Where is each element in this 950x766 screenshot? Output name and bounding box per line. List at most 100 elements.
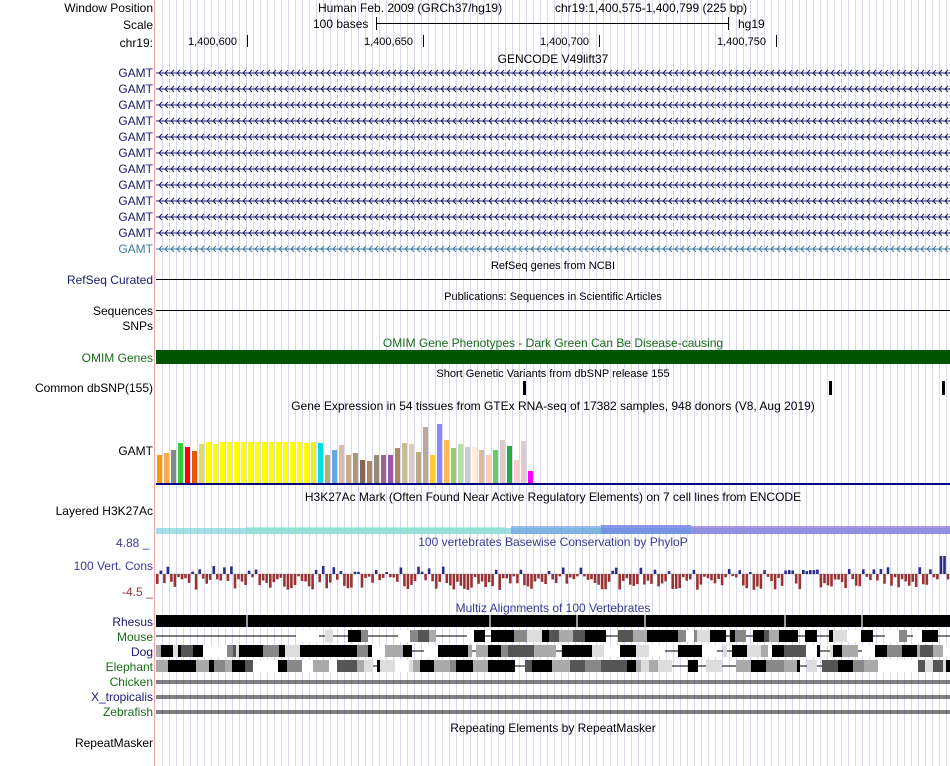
gtex-tissue-bar[interactable]: [339, 445, 344, 483]
gencode-transcript-label[interactable]: GAMT: [118, 210, 153, 224]
snp-mark[interactable]: [829, 381, 832, 395]
multiz-species-label[interactable]: Elephant: [105, 660, 153, 674]
gtex-tissue-bar[interactable]: [276, 442, 281, 483]
gtex-tissue-bar[interactable]: [444, 440, 449, 483]
gencode-transcript-line[interactable]: [156, 163, 950, 175]
gtex-tissue-bar[interactable]: [227, 442, 232, 483]
gtex-tissue-bar[interactable]: [479, 450, 484, 483]
publications-track-label[interactable]: Sequences: [92, 304, 153, 318]
gtex-tissue-bar[interactable]: [367, 461, 372, 483]
gtex-tissue-bar[interactable]: [430, 455, 435, 483]
omim-track-label[interactable]: OMIM Genes: [81, 351, 153, 365]
gencode-transcript-label[interactable]: GAMT: [118, 194, 153, 208]
multiz-alignment[interactable]: [156, 614, 950, 720]
gtex-tissue-bar[interactable]: [157, 455, 162, 483]
gencode-transcript-label[interactable]: GAMT: [118, 242, 153, 256]
omim-gene-bar[interactable]: [156, 350, 950, 364]
gtex-tissue-bar[interactable]: [465, 447, 470, 483]
conservation-plot[interactable]: [156, 548, 950, 600]
gtex-tissue-bar[interactable]: [318, 443, 323, 483]
gencode-transcript-line[interactable]: [156, 211, 950, 223]
gtex-tissue-bar[interactable]: [353, 453, 358, 483]
snp-mark[interactable]: [523, 381, 526, 395]
refseq-track-line[interactable]: [156, 279, 950, 280]
dbsnp-track-label[interactable]: Common dbSNP(155): [34, 381, 153, 395]
gtex-tissue-bar[interactable]: [171, 450, 176, 483]
gtex-tissue-bar[interactable]: [346, 455, 351, 483]
gtex-tissue-bar[interactable]: [255, 442, 260, 483]
gtex-tissue-bar[interactable]: [241, 442, 246, 483]
gencode-transcript-label[interactable]: GAMT: [118, 226, 153, 240]
gencode-transcript-label[interactable]: GAMT: [118, 146, 153, 160]
gtex-tissue-bar[interactable]: [409, 444, 414, 483]
h3k27ac-signal[interactable]: [156, 520, 950, 534]
gtex-tissue-bar[interactable]: [269, 442, 274, 483]
gtex-tissue-bar[interactable]: [521, 441, 526, 483]
gtex-tissue-bar[interactable]: [185, 447, 190, 483]
gencode-transcript-label[interactable]: GAMT: [118, 82, 153, 96]
conservation-track-label[interactable]: 100 Vert. Cons: [73, 559, 153, 573]
gtex-tissue-bar[interactable]: [500, 440, 505, 483]
gtex-tissue-bar[interactable]: [325, 455, 330, 483]
gtex-tissue-bar[interactable]: [178, 443, 183, 483]
gtex-tissue-bar[interactable]: [381, 455, 386, 483]
gtex-tissue-bar[interactable]: [192, 451, 197, 483]
gencode-transcript-line[interactable]: [156, 131, 950, 143]
gtex-tissue-bar[interactable]: [514, 460, 519, 483]
gtex-tissue-bar[interactable]: [374, 455, 379, 483]
gtex-tissue-bar[interactable]: [332, 450, 337, 483]
gtex-tissue-bar[interactable]: [458, 444, 463, 483]
gtex-expression-chart[interactable]: [156, 413, 950, 486]
gencode-transcript-line[interactable]: [156, 227, 950, 239]
gtex-tissue-bar[interactable]: [213, 444, 218, 483]
gtex-tissue-bar[interactable]: [311, 442, 316, 483]
gtex-tissue-bar[interactable]: [507, 446, 512, 483]
gtex-tissue-bar[interactable]: [472, 447, 477, 483]
gtex-tissue-bar[interactable]: [283, 442, 288, 483]
refseq-track-label[interactable]: RefSeq Curated: [66, 273, 153, 287]
gencode-transcript-label[interactable]: GAMT: [118, 130, 153, 144]
snp-mark[interactable]: [942, 381, 945, 395]
gtex-tissue-bar[interactable]: [528, 471, 533, 483]
gtex-gene-label[interactable]: GAMT: [118, 444, 153, 458]
gtex-tissue-bar[interactable]: [360, 460, 365, 483]
gencode-transcript-line[interactable]: [156, 147, 950, 159]
gtex-tissue-bar[interactable]: [297, 442, 302, 483]
multiz-species-label[interactable]: Dog: [130, 645, 153, 659]
multiz-species-label[interactable]: Zebrafish: [102, 705, 153, 719]
gtex-tissue-bar[interactable]: [262, 442, 267, 483]
repeatmasker-track-label[interactable]: RepeatMasker: [74, 736, 153, 750]
gtex-tissue-bar[interactable]: [164, 453, 169, 483]
gencode-transcript-line[interactable]: [156, 179, 950, 191]
h3k27ac-track-label[interactable]: Layered H3K27Ac: [55, 504, 153, 518]
gtex-tissue-bar[interactable]: [493, 450, 498, 483]
gtex-tissue-bar[interactable]: [486, 455, 491, 483]
gencode-transcript-label[interactable]: GAMT: [118, 98, 153, 112]
gencode-transcript-label[interactable]: GAMT: [118, 178, 153, 192]
multiz-species-label[interactable]: Rhesus: [112, 615, 153, 629]
gencode-transcript-line[interactable]: [156, 83, 950, 95]
gencode-transcript-label[interactable]: GAMT: [118, 66, 153, 80]
gencode-transcript-line[interactable]: [156, 67, 950, 79]
publications-track-line[interactable]: [156, 310, 950, 311]
multiz-species-label[interactable]: X_tropicalis: [90, 690, 153, 704]
gtex-tissue-bar[interactable]: [451, 448, 456, 483]
gtex-tissue-bar[interactable]: [234, 442, 239, 483]
gtex-tissue-bar[interactable]: [290, 442, 295, 483]
gtex-tissue-bar[interactable]: [220, 442, 225, 483]
gencode-transcript-label[interactable]: GAMT: [118, 114, 153, 128]
gtex-tissue-bar[interactable]: [248, 442, 253, 483]
gtex-tissue-bar[interactable]: [423, 427, 428, 483]
gtex-tissue-bar[interactable]: [388, 455, 393, 483]
gencode-transcript-line[interactable]: [156, 195, 950, 207]
gtex-tissue-bar[interactable]: [395, 448, 400, 483]
gencode-transcript-line[interactable]: [156, 99, 950, 111]
gtex-tissue-bar[interactable]: [304, 443, 309, 483]
gtex-tissue-bar[interactable]: [437, 424, 442, 483]
gtex-tissue-bar[interactable]: [416, 452, 421, 483]
gtex-tissue-bar[interactable]: [402, 443, 407, 483]
gtex-tissue-bar[interactable]: [199, 444, 204, 483]
multiz-species-label[interactable]: Chicken: [109, 675, 153, 689]
gtex-tissue-bar[interactable]: [206, 442, 211, 483]
